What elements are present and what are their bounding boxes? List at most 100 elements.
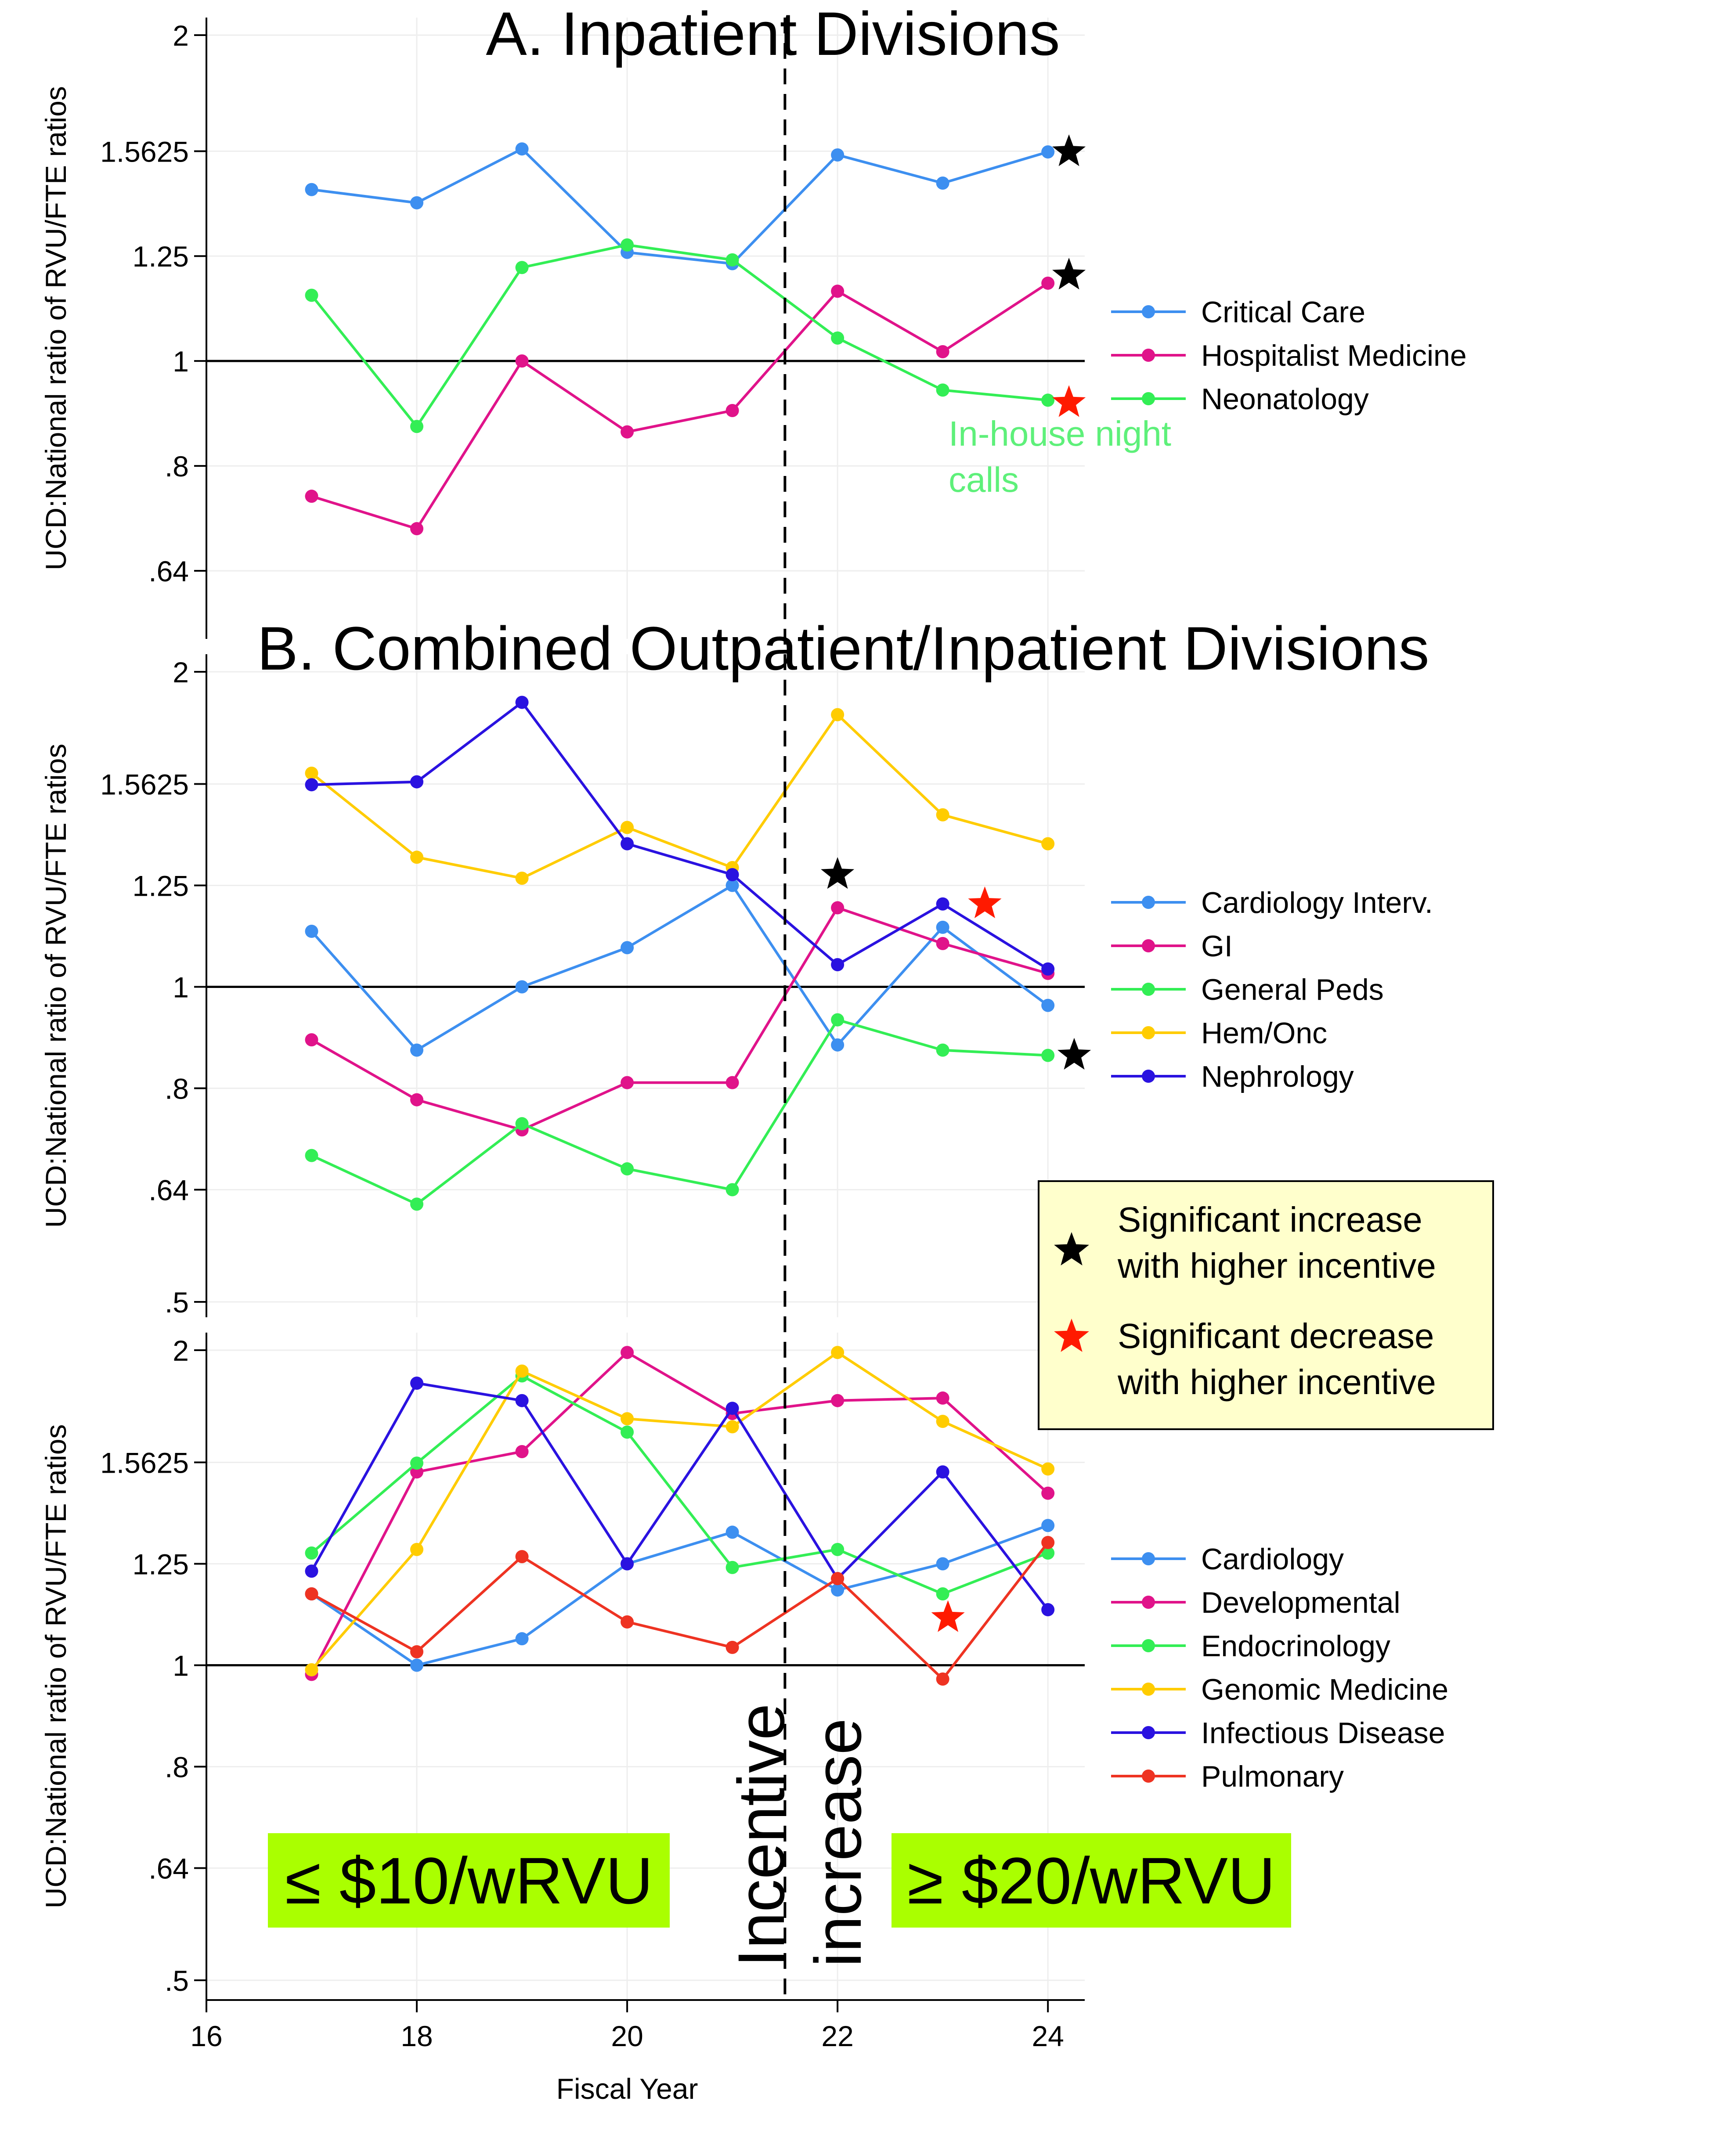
- legend-marker: [1142, 1026, 1155, 1039]
- legend-marker: [1142, 1070, 1155, 1083]
- legend-label: Neonatology: [1201, 382, 1369, 416]
- legend-label: Infectious Disease: [1201, 1716, 1445, 1750]
- legend-marker: [1142, 1683, 1155, 1696]
- low-incentive-label: ≤ $10/wRVU: [285, 1844, 653, 1917]
- black-star-marker: [1052, 257, 1086, 290]
- data-point: [936, 1587, 949, 1600]
- increase-vertical-label: increase: [801, 1718, 875, 1967]
- data-point: [410, 196, 424, 209]
- legend-marker: [1142, 939, 1155, 952]
- series-developmental: Developmental: [305, 1346, 1400, 1681]
- data-point: [305, 1663, 318, 1676]
- legend-marker: [1142, 1596, 1155, 1609]
- data-point: [305, 778, 318, 792]
- legend-marker: [1142, 305, 1155, 318]
- series-line: [310, 1374, 1049, 1596]
- black-star-marker: [1057, 1038, 1091, 1070]
- data-point: [1041, 1603, 1055, 1616]
- data-point: [305, 1587, 318, 1600]
- data-point: [1041, 1519, 1055, 1532]
- data-point: [621, 1425, 634, 1439]
- x-tick-label: 22: [821, 2020, 853, 2052]
- legend-marker: [1142, 1726, 1155, 1739]
- data-point: [621, 837, 634, 851]
- x-tick-label: 20: [611, 2020, 643, 2052]
- data-point: [621, 821, 634, 834]
- data-point: [1041, 393, 1055, 407]
- y-tick-label: .8: [165, 1072, 189, 1105]
- series-line: [311, 147, 1049, 265]
- legend-text-line: with higher incentive: [1117, 1246, 1436, 1285]
- legend-marker: [1142, 1552, 1155, 1565]
- legend-label: Genomic Medicine: [1201, 1673, 1448, 1706]
- high-incentive-label: ≥ $20/wRVU: [907, 1844, 1275, 1917]
- significance-increase-label: Significant increase with higher incentiv…: [1117, 1200, 1436, 1285]
- data-point: [1041, 1486, 1055, 1500]
- legend-label: Pulmonary: [1201, 1760, 1344, 1793]
- y-axis-label: UCD:National ratio of RVU/FTE ratios: [40, 86, 72, 570]
- data-point: [305, 1546, 318, 1560]
- data-point: [831, 1394, 845, 1407]
- y-tick-label: .64: [148, 1174, 189, 1206]
- legend-text-line: with higher incentive: [1117, 1362, 1436, 1402]
- y-axis-label: UCD:National ratio of RVU/FTE ratios: [40, 744, 72, 1228]
- incentive-labels: ≤ $10/wRVU ≥ $20/wRVU Incentive increase: [268, 1704, 1291, 1967]
- data-point: [621, 1615, 634, 1629]
- data-point: [936, 1465, 949, 1479]
- legend-label: Critical Care: [1201, 296, 1365, 329]
- data-point: [936, 1043, 949, 1057]
- y-tick-label: 1.5625: [100, 768, 189, 801]
- x-tick-label: 24: [1032, 2020, 1064, 2052]
- data-point: [1041, 145, 1055, 159]
- data-point: [305, 490, 318, 503]
- legend-label: GI: [1201, 930, 1233, 963]
- legend-label: Hospitalist Medicine: [1201, 339, 1467, 372]
- data-point: [725, 1525, 739, 1539]
- series-line: [311, 700, 1049, 970]
- data-point: [515, 1117, 529, 1131]
- y-tick-label: 1.5625: [100, 1447, 189, 1479]
- x-tick-label: 16: [190, 2020, 222, 2052]
- legend-marker: [1142, 983, 1155, 996]
- data-point: [410, 420, 424, 433]
- data-point: [515, 696, 529, 709]
- series-line: [311, 906, 1049, 1132]
- legend-label: Developmental: [1201, 1586, 1400, 1619]
- data-point: [1041, 837, 1055, 851]
- series-line: [310, 1351, 1049, 1675]
- data-point: [725, 1076, 739, 1089]
- data-point: [515, 872, 529, 885]
- data-point: [305, 183, 318, 196]
- data-point: [936, 176, 949, 190]
- panel-3: 2 1.5625 1.25 1 .8 .64 .5 UCD:National ratio of…: [40, 1333, 1448, 2105]
- data-point: [621, 941, 634, 955]
- data-point: [831, 1038, 845, 1052]
- data-point: [515, 261, 529, 274]
- legend-marker: [1142, 1770, 1155, 1783]
- data-point: [305, 766, 318, 780]
- data-point: [410, 522, 424, 536]
- data-point: [621, 425, 634, 439]
- data-point: [410, 1043, 424, 1057]
- red-star-icon: [1054, 1319, 1089, 1352]
- series-hospitalist-medicine: Hospitalist Medicine: [305, 276, 1467, 536]
- black-star-marker: [821, 857, 855, 889]
- series-hem-onc: Hem/Onc: [305, 708, 1327, 1050]
- black-star-icon: [1054, 1232, 1089, 1265]
- data-point: [1041, 276, 1055, 290]
- series-line: [311, 1018, 1048, 1206]
- data-point: [936, 345, 949, 358]
- y-tick-label: 2: [173, 656, 189, 688]
- data-point: [725, 1183, 739, 1197]
- y-tick-label: 2: [173, 1334, 189, 1367]
- y-axis-label: UCD:National ratio of RVU/FTE ratios: [40, 1424, 72, 1909]
- data-point: [621, 1412, 634, 1426]
- legend-label: Nephrology: [1201, 1060, 1354, 1093]
- data-point: [305, 288, 318, 302]
- series-line: [310, 883, 1049, 1052]
- data-point: [1041, 962, 1055, 976]
- data-point: [305, 1033, 318, 1047]
- data-point: [831, 1346, 845, 1359]
- red-star-marker: [1052, 385, 1086, 417]
- night-calls-annotation: calls: [949, 460, 1019, 499]
